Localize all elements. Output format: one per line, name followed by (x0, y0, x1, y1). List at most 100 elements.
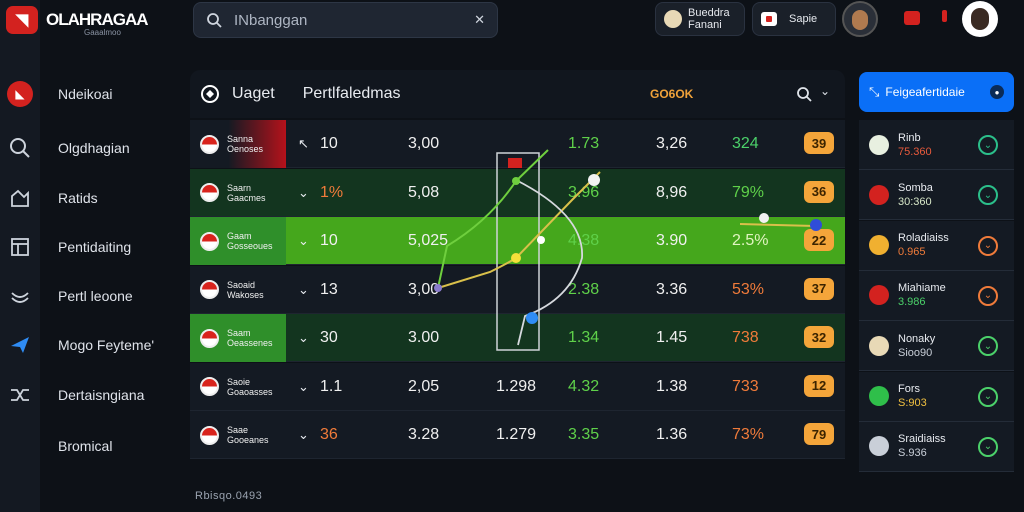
odds-c1[interactable]: 1% (320, 183, 344, 201)
odds-c4[interactable]: 3.96 (568, 183, 600, 201)
table-row[interactable]: Gaam Gosseoues ⌄ 10 5,025 4.38 3.90 2.5% 22 (190, 217, 845, 265)
table-row[interactable]: Saae Gooeanes ⌄ 36 3.28 1.279 3.35 1.36 73% 79 (190, 411, 845, 459)
avatar[interactable] (842, 1, 878, 37)
odds-c6[interactable]: 53% (732, 280, 765, 298)
side-list-item[interactable]: Nonaky Sioo90 ⌄ (859, 321, 1014, 372)
odds-c1[interactable]: 36 (320, 426, 338, 443)
odds-c4[interactable]: 4.38 (568, 232, 600, 249)
odds-c2[interactable]: 3,00 (408, 135, 440, 152)
odds-c3[interactable]: 1.298 (496, 377, 537, 395)
team-cell[interactable]: Gaam Gosseoues (190, 217, 286, 265)
expand-chevron-icon[interactable]: ↖ (298, 136, 309, 151)
team-cell[interactable]: Saoie Goaoasses (190, 363, 286, 411)
user-pill[interactable]: Bueddra Fanani (655, 2, 745, 36)
nav-item-1[interactable]: Olgdhagian (0, 128, 176, 168)
odds-c2[interactable]: 3,00 (408, 280, 440, 298)
odds-c5[interactable]: 1.45 (656, 329, 688, 346)
expand-chevron-icon[interactable]: ⌄ (298, 184, 309, 200)
team-cell[interactable]: Saoaid Wakoses (190, 266, 286, 314)
nav-item-3[interactable]: Pentidaiting (0, 227, 176, 267)
odds-c5[interactable]: 3,26 (656, 135, 688, 152)
odds-c5[interactable]: 3.90 (656, 232, 688, 249)
chevron-down-icon[interactable]: ⌄ (978, 436, 998, 457)
table-row[interactable]: Saoaid Wakoses ⌄ 13 3,00 2.38 3.36 53% 37 (190, 265, 845, 314)
chevron-down-icon[interactable]: ⌄ (978, 185, 998, 206)
side-list-item[interactable]: Somba 30:360 ⌄ (859, 170, 1014, 221)
table-row[interactable]: Saam Oeassenes ⌄ 30 3.00 1.34 1.45 738 32 (190, 314, 845, 362)
team-cell[interactable]: Sanna Oenoses (190, 120, 286, 168)
odds-badge[interactable]: 39 (804, 132, 834, 154)
odds-c6[interactable]: 324 (732, 135, 759, 152)
odds-c2[interactable]: 3.28 (408, 426, 440, 443)
expand-chevron-icon[interactable]: ⌄ (298, 330, 309, 345)
odds-c4[interactable]: 1.34 (568, 329, 600, 346)
odds-c5[interactable]: 1.36 (656, 426, 688, 443)
odds-c2[interactable]: 2,05 (408, 377, 440, 395)
expand-chevron-icon[interactable]: ⌄ (298, 281, 309, 297)
expand-chevron-icon[interactable]: ⌄ (298, 427, 309, 442)
odds-c3[interactable]: 1.279 (496, 426, 537, 443)
odds-c6[interactable]: 2.5% (732, 232, 769, 249)
odds-c4[interactable]: 3.35 (568, 426, 600, 443)
odds-c6[interactable]: 79% (732, 183, 765, 201)
action-pill[interactable]: Sapie (752, 2, 836, 36)
tab-performances[interactable]: Pertlfaledmas (302, 85, 401, 102)
odds-c6[interactable]: 733 (732, 377, 759, 395)
table-row[interactable]: Saarn Gaacmes ⌄ 1% 5,08 3.96 8,96 79% 36 (190, 168, 845, 217)
odds-badge[interactable]: 79 (804, 423, 834, 445)
odds-c6[interactable]: 738 (732, 329, 759, 346)
odds-c4[interactable]: 4.32 (568, 377, 600, 395)
expand-chevron-icon[interactable]: ⌄ (298, 378, 309, 394)
search-icon[interactable] (796, 86, 812, 102)
side-list-item[interactable]: Roladiaiss 0.965 ⌄ (859, 220, 1014, 271)
expand-chevron-icon[interactable]: ⌄ (298, 233, 309, 248)
odds-badge[interactable]: 36 (804, 180, 834, 203)
odds-c4[interactable]: 1.73 (568, 135, 600, 152)
table-row[interactable]: Sanna Oenoses ↖ 10 3,00 1.73 3,26 324 39 (190, 120, 845, 168)
odds-c1[interactable]: 30 (320, 329, 338, 346)
search-input[interactable]: INbanggan (234, 11, 308, 29)
nav-item-0[interactable]: ◣ Ndeikoai (0, 74, 176, 114)
odds-c2[interactable]: 5,025 (408, 232, 449, 249)
team-cell[interactable]: Saarn Gaacmes (190, 169, 286, 217)
odds-c1[interactable]: 10 (320, 135, 338, 152)
odds-badge[interactable]: 22 (804, 229, 834, 251)
odds-c2[interactable]: 5,08 (408, 183, 440, 201)
notification-icon[interactable] (900, 6, 924, 30)
side-list-item[interactable]: Rinb 75.360 ⌄ (859, 120, 1014, 170)
odds-c5[interactable]: 1.38 (656, 377, 688, 395)
nav-item-4[interactable]: Pertl leoone (0, 276, 176, 316)
odds-c5[interactable]: 8,96 (656, 183, 688, 201)
chevron-down-icon[interactable]: ⌄ (978, 336, 998, 357)
odds-c5[interactable]: 3.36 (656, 280, 688, 298)
table-row[interactable]: Saoie Goaoasses ⌄ 1.1 2,05 1.298 4.32 1.38 733 12 (190, 362, 845, 411)
odds-c2[interactable]: 3.00 (408, 329, 440, 346)
chevron-down-icon[interactable]: ⌄ (978, 386, 998, 407)
search-bar[interactable]: INbanggan ✕ (193, 2, 498, 38)
app-logo-icon[interactable]: ◥ (6, 6, 38, 34)
chevron-down-icon[interactable]: ⌄ (978, 285, 998, 306)
odds-c1[interactable]: 10 (320, 232, 338, 249)
odds-c1[interactable]: 1.1 (320, 377, 343, 395)
nav-item-2[interactable]: Ratids (0, 178, 176, 218)
nav-item-6[interactable]: Dertaisngiana (0, 375, 176, 415)
odds-badge[interactable]: 32 (804, 326, 834, 348)
odds-c6[interactable]: 73% (732, 426, 765, 443)
chevron-down-icon[interactable]: ⌄ (978, 135, 998, 155)
nav-item-5[interactable]: Mogo Feyteme' (0, 325, 176, 365)
team-cell[interactable]: Saae Gooeanes (190, 411, 286, 459)
odds-c4[interactable]: 2.38 (568, 280, 600, 298)
close-icon[interactable]: ✕ (474, 12, 485, 27)
side-list-item[interactable]: Miahiame 3.986 ⌄ (859, 270, 1014, 321)
odds-badge[interactable]: 12 (804, 374, 834, 397)
team-cell[interactable]: Saam Oeassenes (190, 314, 286, 362)
cta-button[interactable]: ⤡ Feigeafertidaie ● (859, 72, 1014, 112)
nav-item-7[interactable]: Bromical (0, 426, 176, 466)
odds-badge[interactable]: 37 (804, 277, 834, 300)
side-list-item[interactable]: Fors S:903 ⌄ (859, 371, 1014, 422)
chevron-down-icon[interactable]: ⌄ (820, 84, 831, 98)
side-list-item[interactable]: Sraidiaiss S.936 ⌄ (859, 421, 1014, 472)
profile-avatar[interactable] (962, 1, 998, 37)
odds-c1[interactable]: 13 (320, 280, 338, 298)
chevron-down-icon[interactable]: ⌄ (978, 235, 998, 256)
